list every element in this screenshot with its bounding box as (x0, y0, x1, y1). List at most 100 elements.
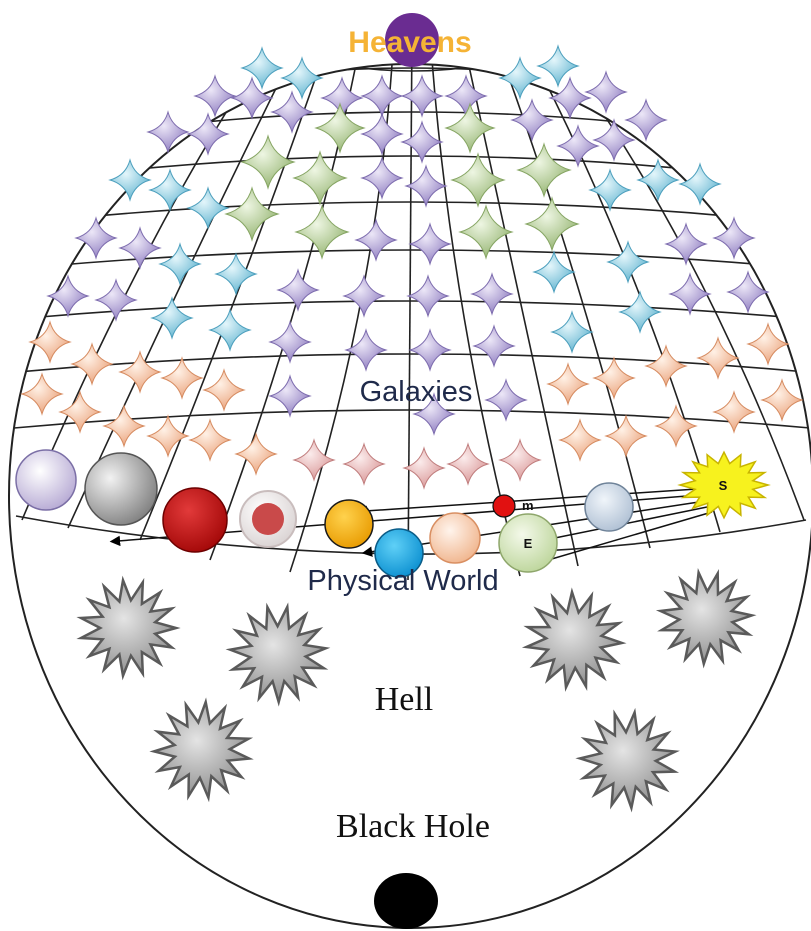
spiky-burst-icon (521, 587, 627, 692)
star-icon (402, 446, 446, 490)
star-icon (118, 226, 162, 270)
star-icon (536, 44, 580, 88)
star-icon (270, 90, 314, 134)
star-icon (712, 390, 756, 434)
star-icon (94, 278, 138, 322)
star-icon (268, 374, 312, 418)
star-icon (550, 310, 594, 354)
star-icon (158, 242, 202, 286)
grid-meridian (407, 64, 413, 581)
star-icon (20, 372, 64, 416)
star-icon (558, 418, 602, 462)
star-icon (556, 124, 600, 168)
planet-red (162, 487, 228, 553)
spiky-burst-icon (655, 568, 757, 669)
star-icon (74, 216, 118, 260)
star-icon (268, 320, 312, 364)
galaxies-label: Galaxies (360, 376, 473, 408)
star-icon (604, 414, 648, 458)
star-icon (400, 120, 444, 164)
star-icon (214, 252, 258, 296)
star-icon (360, 156, 404, 200)
star-icon (188, 418, 232, 462)
star-icon (186, 186, 230, 230)
planet-gray (84, 452, 158, 526)
star-icon (726, 270, 770, 314)
star-icon (592, 356, 636, 400)
star-icon (58, 390, 102, 434)
star-icon (108, 158, 152, 202)
star-icon (240, 46, 284, 90)
hell-label: Hell (375, 681, 434, 718)
grid-arc (27, 300, 796, 319)
star-icon (224, 186, 280, 242)
sun-label: S (719, 478, 728, 493)
star-icon (342, 442, 386, 486)
black-hole (374, 873, 438, 929)
star-icon (532, 250, 576, 294)
star-icon (344, 328, 388, 372)
star-icon (444, 102, 496, 154)
star-icon (150, 296, 194, 340)
star-icon (484, 378, 528, 422)
star-icon (546, 362, 590, 406)
star-icon (294, 204, 350, 260)
sun (677, 450, 771, 520)
grid-arc (149, 111, 676, 129)
star-icon (146, 414, 190, 458)
star-icon (712, 216, 756, 260)
planet-lavender (15, 449, 77, 511)
star-icon (160, 356, 204, 400)
planet-ringed-core (252, 503, 284, 535)
star-icon (280, 56, 324, 100)
grid-meridian (461, 64, 579, 567)
star-icon (234, 432, 278, 476)
star-icon (584, 70, 628, 114)
star-icon (102, 404, 146, 448)
star-icon (470, 272, 514, 316)
star-icon (664, 222, 708, 266)
star-icon (606, 240, 650, 284)
star-icon (342, 274, 386, 318)
star-icon (516, 142, 572, 198)
star-icon (408, 328, 452, 372)
star-icon (654, 404, 698, 448)
star-icon (592, 118, 636, 162)
star-icon (408, 222, 452, 266)
spiky-burst-icon (575, 707, 680, 813)
star-icon (760, 378, 804, 422)
heavens-orb (385, 13, 439, 67)
star-icon (668, 272, 712, 316)
star-icon (644, 344, 688, 388)
star-icon (146, 110, 190, 154)
star-icon (314, 102, 366, 154)
star-icon (548, 76, 592, 120)
star-icon (472, 324, 516, 368)
star-icon (292, 438, 336, 482)
earth-label: E (524, 536, 533, 551)
star-icon (400, 74, 444, 118)
star-icon (193, 74, 237, 118)
star-icon (618, 290, 662, 334)
star-icon (208, 308, 252, 352)
star-icon (360, 112, 404, 156)
star-icon (746, 322, 790, 366)
star-icon (46, 274, 90, 318)
star-icon (28, 320, 72, 364)
star-icon (510, 98, 554, 142)
star-icon (678, 162, 722, 206)
star-icon (202, 368, 246, 412)
star-icon (70, 342, 114, 386)
star-icon (588, 168, 632, 212)
stars-layer (20, 44, 804, 490)
grid-meridian (493, 64, 651, 549)
star-icon (450, 152, 506, 208)
spiky-burst-icon (149, 697, 254, 803)
hell-bursts (76, 568, 757, 813)
star-icon (412, 392, 456, 436)
star-icon (624, 98, 668, 142)
star-icon (230, 76, 274, 120)
spiky-burst-icon (225, 602, 331, 707)
star-icon (276, 268, 320, 312)
